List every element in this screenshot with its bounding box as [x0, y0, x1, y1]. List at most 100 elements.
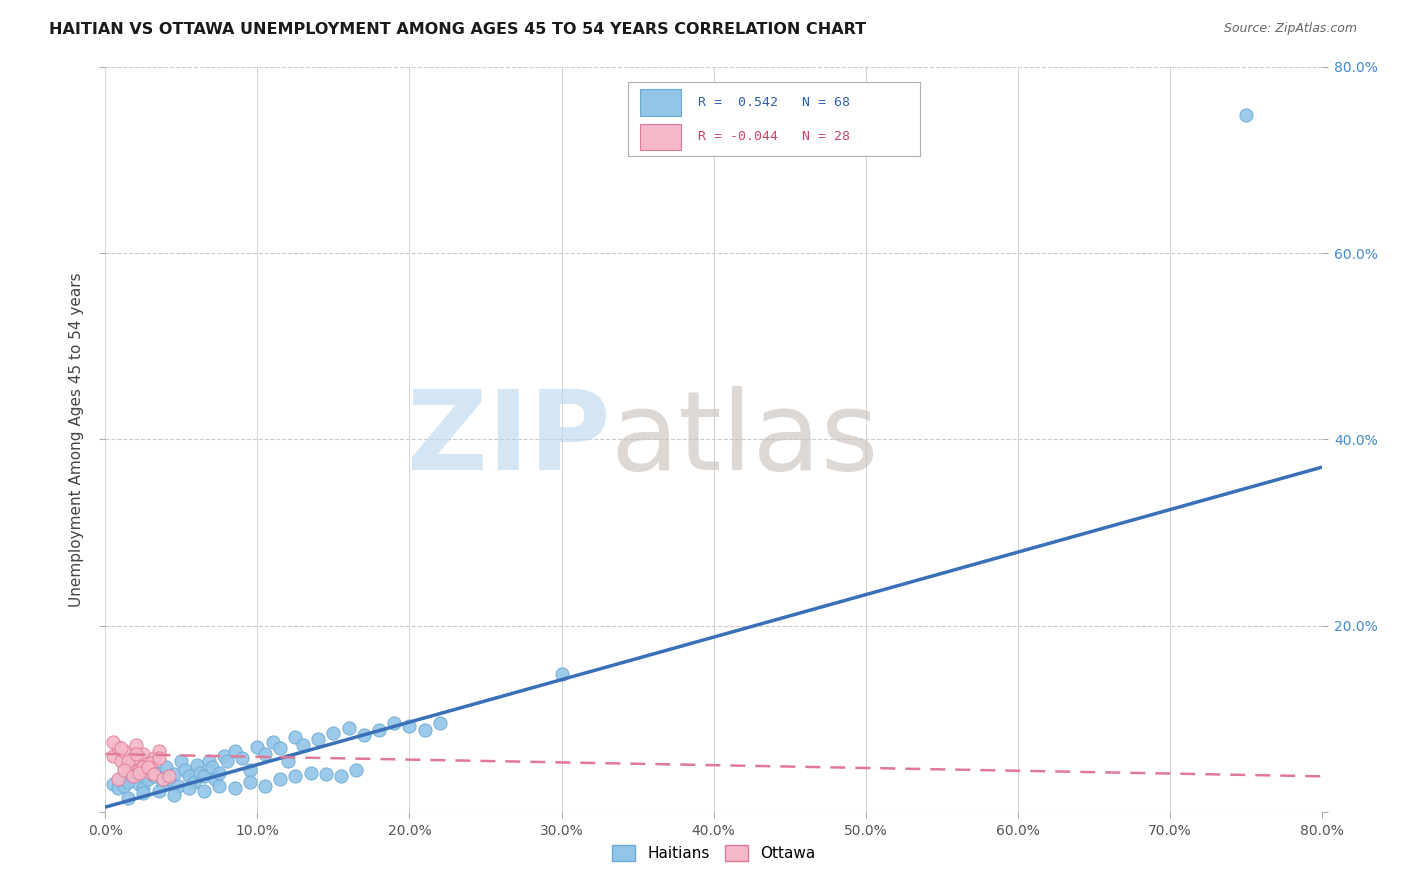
Point — [101, 777, 124, 791]
Point — [110, 754, 132, 768]
Point — [121, 750, 143, 764]
Point — [322, 725, 344, 739]
Bar — [640, 89, 681, 116]
Text: Source: ZipAtlas.com: Source: ZipAtlas.com — [1223, 22, 1357, 36]
Point — [262, 735, 284, 749]
Text: ZIP: ZIP — [406, 386, 610, 492]
Point — [177, 769, 200, 783]
Point — [136, 760, 159, 774]
Point — [155, 760, 177, 774]
Point — [132, 747, 155, 761]
Point — [152, 772, 174, 786]
Point — [148, 765, 170, 780]
Point — [107, 739, 129, 754]
Point — [284, 769, 307, 783]
Point — [307, 732, 329, 747]
Point — [128, 765, 150, 780]
Point — [337, 721, 360, 735]
Point — [344, 763, 367, 777]
Point — [139, 765, 162, 780]
Point — [208, 765, 231, 780]
Point — [1234, 108, 1257, 122]
Point — [398, 719, 420, 733]
Point — [163, 767, 186, 781]
Point — [239, 775, 262, 789]
Point — [208, 779, 231, 793]
Text: atlas: atlas — [610, 386, 879, 492]
Point — [101, 748, 124, 763]
Point — [204, 772, 226, 786]
Point — [246, 739, 269, 754]
Point — [136, 772, 159, 786]
Point — [254, 779, 277, 793]
Point — [177, 781, 200, 796]
Point — [198, 754, 221, 768]
Point — [353, 728, 375, 742]
Point — [183, 775, 205, 789]
Point — [148, 784, 170, 798]
Point — [299, 765, 322, 780]
Point — [125, 738, 148, 752]
Point — [550, 667, 572, 681]
Point — [128, 763, 150, 777]
Point — [193, 769, 215, 783]
Point — [143, 767, 166, 781]
Point — [121, 767, 143, 781]
Point — [231, 750, 253, 764]
Point — [239, 763, 262, 777]
Text: R =  0.542   N = 68: R = 0.542 N = 68 — [699, 96, 851, 109]
Point — [277, 754, 299, 768]
Point — [132, 786, 155, 800]
Point — [368, 723, 391, 737]
Point — [224, 744, 246, 758]
Point — [148, 750, 170, 764]
Point — [110, 772, 132, 786]
Point — [139, 756, 162, 771]
Point — [269, 741, 291, 756]
Bar — [640, 123, 681, 151]
Text: HAITIAN VS OTTAWA UNEMPLOYMENT AMONG AGES 45 TO 54 YEARS CORRELATION CHART: HAITIAN VS OTTAWA UNEMPLOYMENT AMONG AGE… — [49, 22, 866, 37]
Y-axis label: Unemployment Among Ages 45 to 54 years: Unemployment Among Ages 45 to 54 years — [69, 272, 84, 607]
Point — [152, 777, 174, 791]
Point — [125, 747, 148, 761]
Point — [170, 754, 193, 768]
Point — [125, 769, 148, 783]
Point — [224, 781, 246, 796]
Point — [110, 741, 132, 756]
Point — [112, 763, 135, 777]
Point — [157, 769, 180, 783]
Point — [112, 744, 135, 758]
Point — [107, 772, 129, 786]
Point — [132, 760, 155, 774]
Point — [186, 758, 208, 772]
Point — [217, 754, 239, 768]
Point — [429, 716, 451, 731]
Point — [413, 723, 436, 737]
Point — [330, 769, 353, 783]
Point — [212, 748, 235, 763]
Point — [112, 779, 135, 793]
Point — [193, 784, 215, 798]
Legend: Haitians, Ottawa: Haitians, Ottawa — [606, 839, 821, 867]
Point — [143, 769, 166, 783]
Point — [117, 790, 139, 805]
Point — [167, 779, 190, 793]
Point — [117, 760, 139, 774]
Point — [117, 754, 139, 768]
Point — [107, 781, 129, 796]
Point — [254, 747, 277, 761]
Point — [128, 777, 150, 791]
Point — [139, 763, 162, 777]
Point — [284, 730, 307, 744]
Point — [117, 775, 139, 789]
Point — [121, 769, 143, 783]
Point — [201, 760, 224, 774]
Point — [269, 772, 291, 786]
Point — [382, 716, 405, 731]
Point — [132, 781, 155, 796]
Point — [143, 750, 166, 764]
Point — [157, 772, 180, 786]
Point — [101, 735, 124, 749]
Point — [148, 744, 170, 758]
Point — [188, 765, 211, 780]
